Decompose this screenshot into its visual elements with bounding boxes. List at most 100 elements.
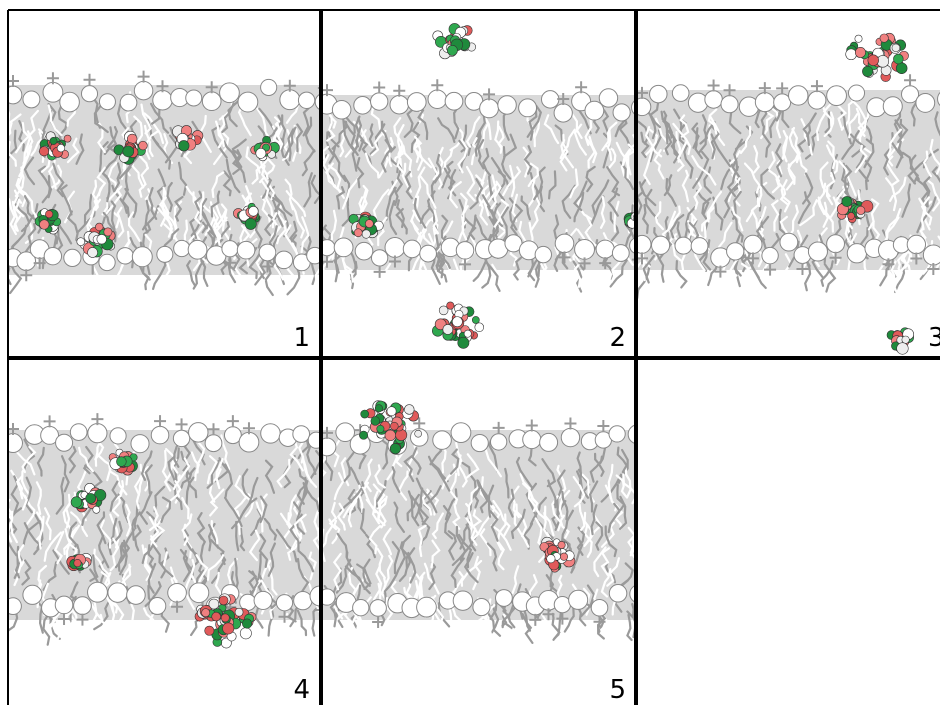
head-group: [74, 597, 92, 615]
head-group: [827, 86, 847, 106]
head-group: [205, 435, 222, 452]
atom: [375, 405, 382, 412]
panel: [626, 33, 940, 354]
head-group: [189, 423, 208, 442]
head-group: [417, 597, 437, 617]
head-group: [120, 94, 137, 111]
head-group: [705, 91, 722, 108]
head-group: [651, 236, 669, 254]
head-group: [827, 235, 845, 253]
head-group: [554, 596, 570, 612]
head-group: [780, 233, 798, 251]
head-group: [540, 433, 558, 451]
atom: [377, 425, 384, 432]
head-group: [238, 92, 258, 112]
head-group: [353, 600, 369, 616]
head-group: [569, 590, 588, 609]
lipid-fragment: [575, 81, 587, 93]
atom: [202, 609, 210, 617]
head-group: [261, 424, 280, 443]
atom: [256, 148, 266, 158]
head-group: [44, 247, 61, 264]
atom: [219, 596, 228, 605]
head-group: [254, 591, 272, 609]
atom: [362, 230, 370, 238]
atom: [223, 623, 234, 634]
atom: [846, 49, 857, 60]
head-group: [672, 85, 689, 102]
head-group: [371, 250, 387, 266]
head-group: [609, 585, 627, 603]
head-group: [70, 424, 87, 441]
head-group: [259, 244, 276, 261]
head-group: [157, 246, 173, 262]
lipid-fragment: [84, 74, 96, 86]
atom: [902, 336, 909, 343]
head-group: [23, 585, 42, 604]
atom: [390, 443, 400, 453]
atom: [45, 211, 52, 218]
head-group: [186, 90, 202, 106]
atom: [97, 234, 107, 244]
atom: [127, 134, 137, 144]
head-group: [117, 248, 133, 264]
atom: [848, 212, 855, 219]
head-group: [744, 235, 762, 253]
head-group: [173, 430, 189, 446]
head-group: [808, 91, 826, 109]
atom: [50, 137, 57, 144]
atom: [235, 608, 243, 616]
head-group: [428, 90, 447, 109]
head-group: [239, 432, 259, 452]
atom: [365, 220, 373, 228]
atom: [892, 44, 900, 52]
head-group: [131, 435, 149, 453]
panel-label: 5: [609, 675, 626, 705]
head-group: [519, 99, 537, 117]
head-group: [433, 431, 452, 450]
lipid-fragment: [708, 79, 720, 91]
atom: [205, 626, 214, 635]
head-group: [88, 424, 107, 443]
head-group: [99, 94, 115, 110]
head-group: [127, 586, 146, 605]
atom: [248, 206, 258, 216]
head-group: [275, 251, 293, 269]
head-group: [108, 583, 127, 602]
figure: 1 2 3 4 5: [0, 0, 940, 705]
head-group: [55, 596, 73, 614]
atom: [123, 146, 134, 157]
atom: [558, 541, 565, 548]
head-group: [561, 428, 579, 446]
atom: [560, 553, 568, 561]
atom: [354, 229, 362, 237]
head-group: [174, 240, 190, 256]
atom: [77, 238, 85, 246]
atom: [361, 410, 369, 418]
atom: [387, 407, 396, 416]
panel: [2, 71, 332, 298]
head-group: [453, 591, 472, 610]
head-group: [355, 242, 373, 260]
atom: [39, 147, 48, 156]
lipid-fragment: [564, 418, 576, 430]
head-group: [202, 92, 221, 111]
head-group: [370, 600, 387, 617]
head-group: [491, 434, 507, 450]
head-group: [385, 238, 405, 258]
atom: [447, 302, 454, 309]
atom: [415, 430, 422, 437]
head-group: [612, 245, 629, 262]
atom: [396, 429, 407, 440]
head-group: [293, 426, 310, 443]
head-group: [4, 86, 22, 104]
head-group: [81, 86, 97, 102]
lipid-fragment: [526, 420, 538, 432]
head-group: [168, 583, 187, 602]
atom: [464, 330, 471, 337]
head-group: [354, 97, 372, 115]
head-group: [222, 241, 238, 257]
atom: [857, 206, 865, 214]
head-group: [585, 101, 604, 120]
panel: [1, 413, 330, 648]
